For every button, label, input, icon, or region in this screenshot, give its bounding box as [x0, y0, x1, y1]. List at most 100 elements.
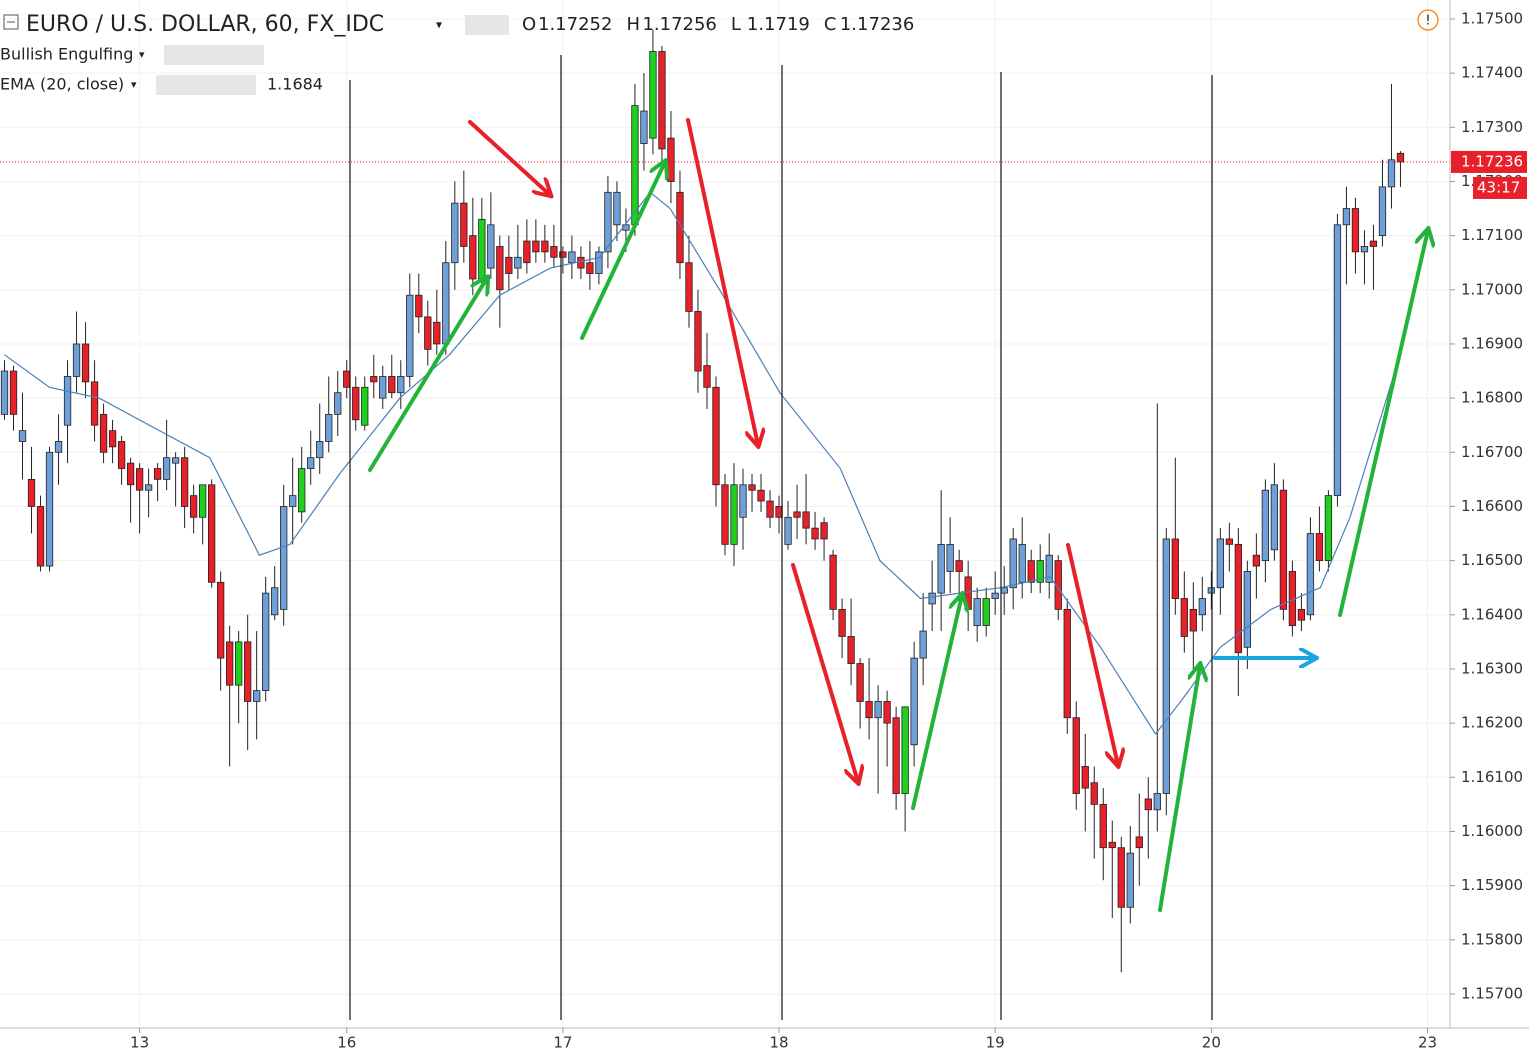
candle-body	[694, 311, 702, 372]
candle-body	[937, 543, 945, 594]
candle-body	[1225, 538, 1233, 545]
x-tick-label: 13	[130, 1034, 149, 1052]
candle-body	[1153, 793, 1161, 811]
plot-area	[0, 29, 1450, 973]
candle-body	[1369, 240, 1378, 247]
candle-body	[361, 386, 369, 426]
candle-body	[955, 560, 963, 572]
candle-body	[613, 191, 621, 226]
green-arrow	[911, 595, 962, 810]
candle-body	[784, 516, 792, 545]
candle-body	[253, 690, 261, 702]
red-arrow	[468, 120, 550, 195]
candle-body	[802, 511, 810, 529]
candle-body	[964, 576, 972, 610]
ohlc-value: 1.17236	[840, 14, 914, 35]
y-tick-label: 1.17500	[1461, 9, 1523, 27]
candle-body	[244, 641, 252, 702]
last-price-label: 1.17236	[1461, 152, 1523, 170]
candle-body	[117, 441, 126, 469]
ohlc-label: H	[626, 14, 640, 35]
candle-body	[721, 484, 729, 545]
green-arrow	[1158, 665, 1200, 912]
candle-body	[1045, 554, 1053, 583]
candle-body	[505, 256, 513, 274]
y-tick-label: 1.16400	[1461, 605, 1523, 623]
candle-body	[748, 484, 756, 491]
collapse-icon[interactable]	[3, 14, 19, 30]
candle-body	[1027, 560, 1035, 583]
candle-body	[550, 246, 558, 258]
candle-body	[649, 51, 657, 139]
candle-body	[640, 110, 648, 144]
candle-body	[667, 137, 675, 182]
candle-body	[135, 468, 144, 491]
candle-body	[1378, 186, 1387, 237]
indicator-buttons[interactable]	[164, 45, 264, 65]
ohlc-value: 1.1719	[747, 14, 810, 35]
candle-body	[811, 527, 819, 540]
ohlc-label: C	[824, 14, 837, 35]
series-buttons[interactable]	[465, 15, 509, 35]
y-tick-label: 1.16700	[1461, 443, 1523, 461]
x-tick-label: 19	[986, 1034, 1005, 1052]
candle-body	[271, 587, 279, 616]
candle-body	[9, 370, 18, 415]
x-tick-label: 17	[553, 1034, 572, 1052]
candle-body	[334, 392, 342, 415]
candle-body	[775, 506, 783, 518]
x-tick-label: 18	[769, 1034, 788, 1052]
candle-body	[1207, 587, 1215, 594]
y-tick-label: 1.16000	[1461, 822, 1523, 840]
candle-body	[162, 457, 171, 480]
day-lines	[349, 55, 1213, 1020]
y-tick-label: 1.17000	[1461, 280, 1523, 298]
candle-body	[514, 256, 522, 269]
candle-body	[1342, 208, 1351, 226]
candle-body	[541, 240, 549, 253]
alert-icon[interactable]	[1417, 9, 1439, 31]
candle-body	[1333, 224, 1342, 497]
candle-body	[370, 376, 378, 383]
ohlc-value: 1.17256	[642, 14, 716, 35]
indicator-buttons[interactable]	[156, 75, 256, 95]
alert-icon-mark: !	[1425, 14, 1430, 29]
y-tick-label: 1.15900	[1461, 876, 1523, 894]
indicator-name: Bullish Engulfing	[0, 45, 133, 64]
candle-body	[235, 641, 243, 686]
y-tick-label: 1.16600	[1461, 497, 1523, 515]
candle-body	[81, 343, 90, 383]
candle-body	[1270, 484, 1279, 551]
candle-body	[595, 251, 603, 274]
candle-body	[108, 430, 117, 448]
candle-body	[568, 251, 576, 264]
green-arrow	[580, 162, 665, 340]
axes: 1.175001.174001.173001.172001.171001.170…	[130, 9, 1527, 1052]
candle-body	[1036, 560, 1044, 583]
candle-body	[874, 701, 882, 719]
candle-body	[928, 592, 936, 605]
y-tick-label: 1.17100	[1461, 226, 1523, 244]
candle-body	[397, 376, 405, 394]
candle-body	[739, 484, 747, 518]
x-tick-label: 16	[337, 1034, 356, 1052]
candle-body	[1315, 533, 1324, 562]
candle-body	[1234, 543, 1242, 654]
candle-body	[982, 598, 990, 627]
candle-body	[262, 592, 270, 692]
candle-body	[631, 105, 639, 226]
dropdown[interactable]: ▾	[436, 18, 442, 32]
indicator-name: EMA (20, close)	[0, 75, 124, 94]
candle-body	[1162, 538, 1170, 794]
candle-body	[685, 262, 693, 312]
candle-body	[325, 413, 333, 442]
candle-body	[45, 451, 54, 567]
dropdown[interactable]: ▾	[131, 78, 137, 91]
candle-body	[198, 484, 207, 518]
candle-body	[1360, 246, 1369, 253]
candle-body	[1261, 489, 1270, 562]
dropdown[interactable]: ▾	[139, 48, 145, 61]
candle-body	[856, 663, 864, 702]
candle-body	[406, 294, 414, 377]
